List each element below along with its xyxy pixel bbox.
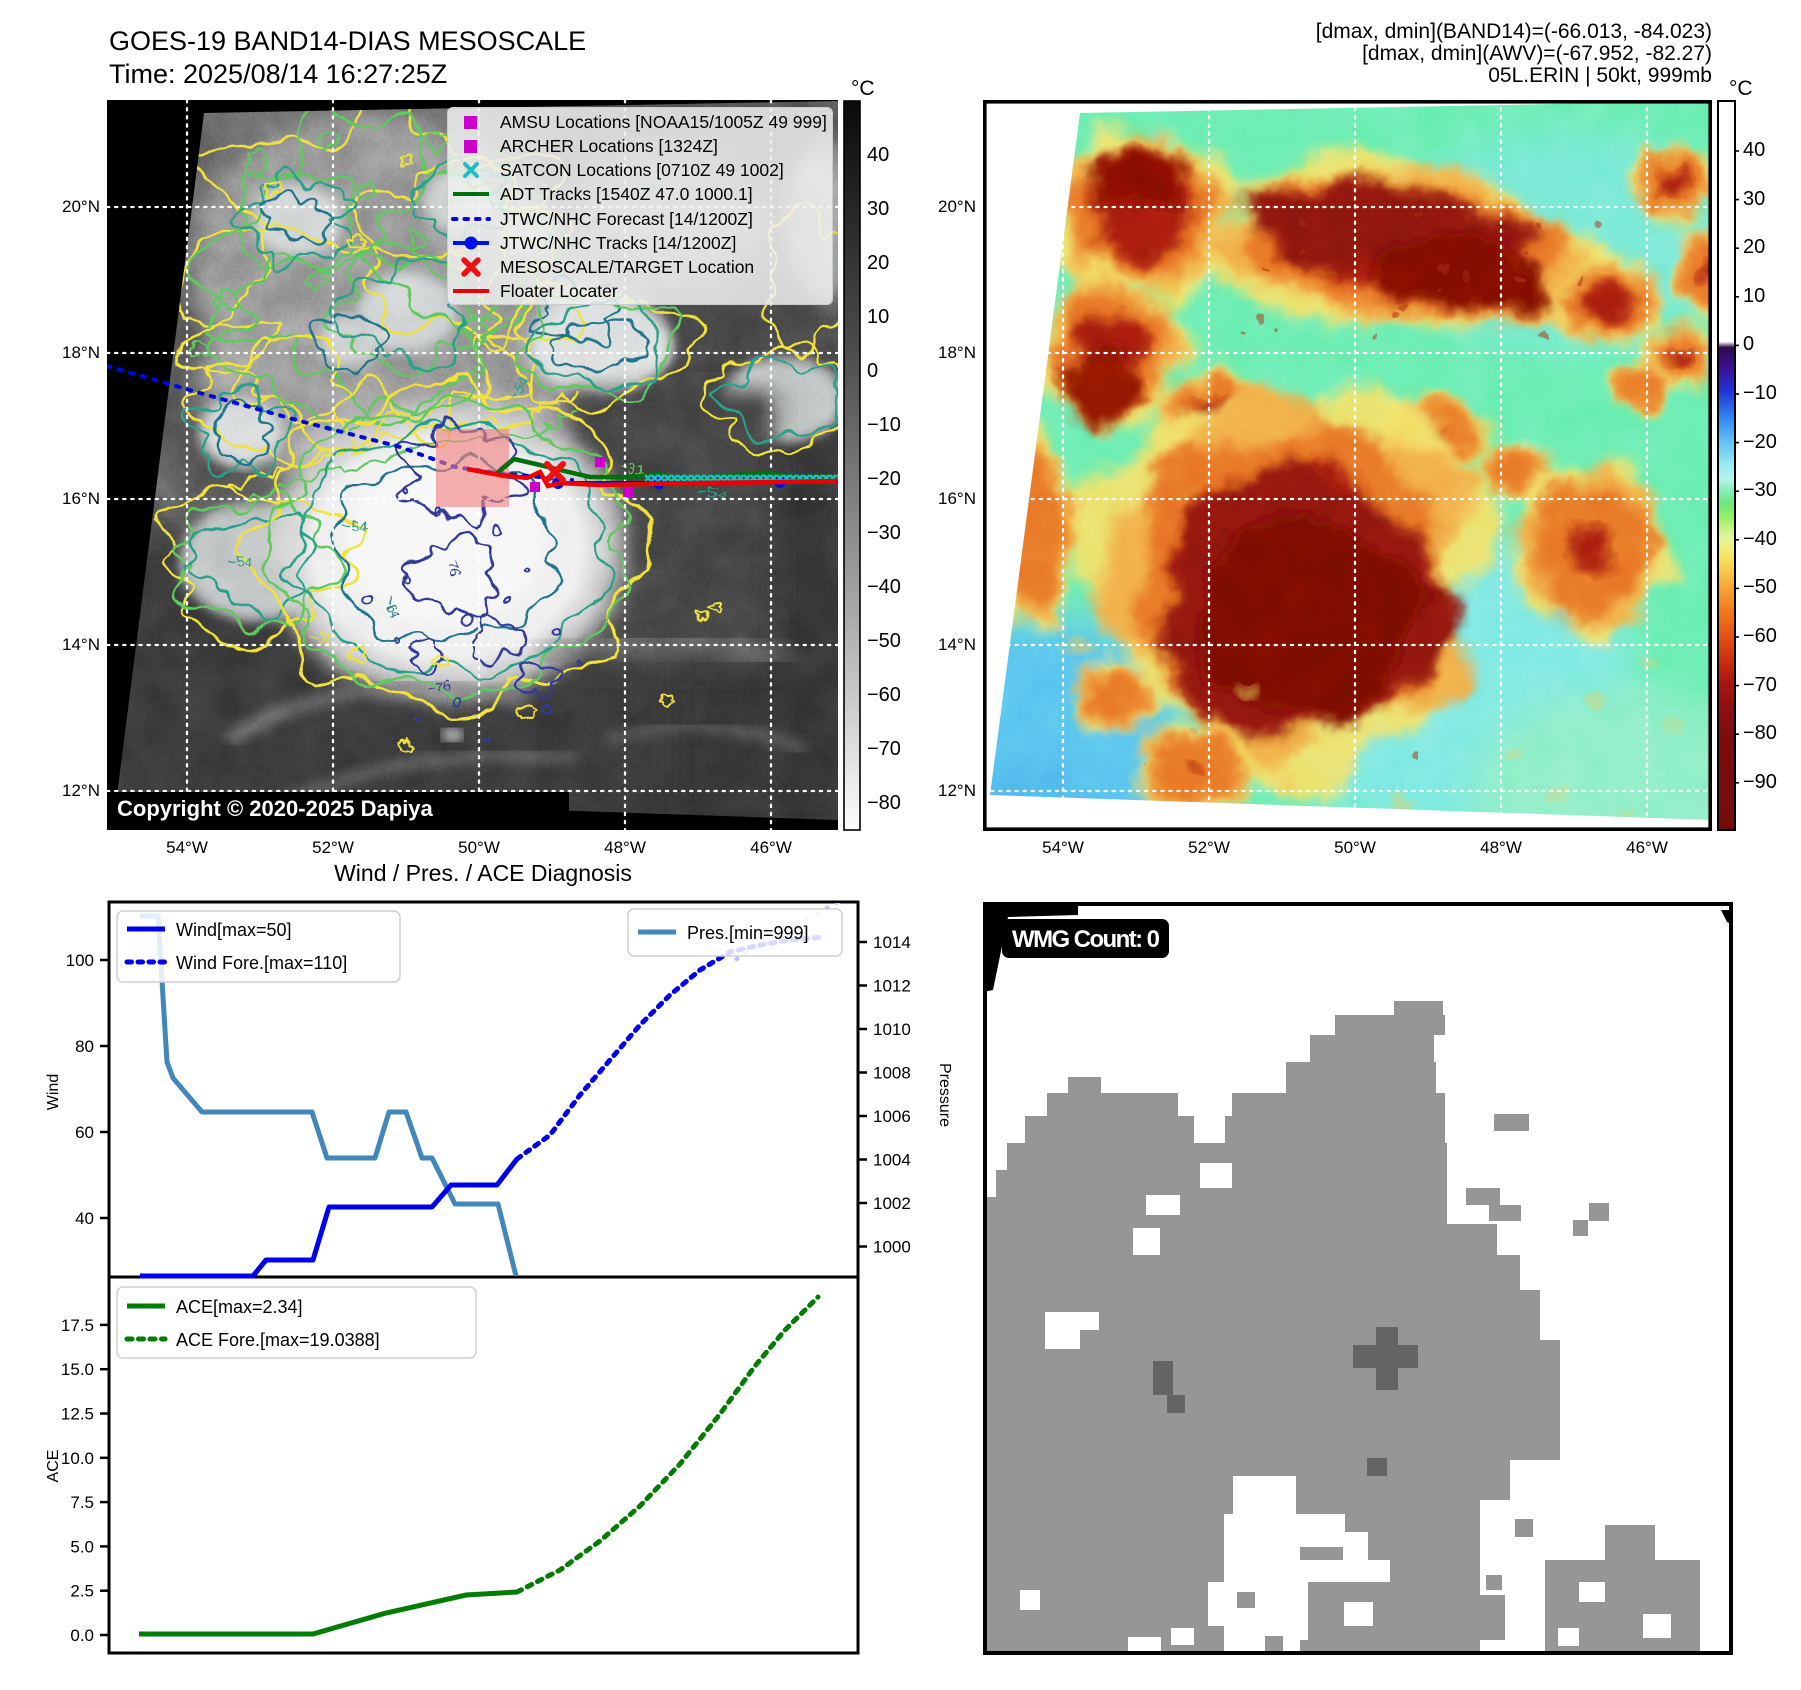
svg-text:60: 60 xyxy=(75,1123,94,1142)
svg-text:MESOSCALE/TARGET Location: MESOSCALE/TARGET Location xyxy=(500,257,754,277)
svg-text:17.5: 17.5 xyxy=(61,1316,94,1335)
svg-text:Wind: Wind xyxy=(45,1074,62,1110)
svg-text:ACE: ACE xyxy=(45,1450,62,1483)
svg-text:7.5: 7.5 xyxy=(70,1493,94,1512)
svg-text:ACE Fore.[max=19.0388]: ACE Fore.[max=19.0388] xyxy=(176,1330,380,1350)
svg-text:40: 40 xyxy=(75,1209,94,1228)
svg-text:1010: 1010 xyxy=(873,1020,911,1039)
svg-text:JTWC/NHC Forecast [14/1200Z]: JTWC/NHC Forecast [14/1200Z] xyxy=(500,209,753,229)
svg-text:−64: −64 xyxy=(381,594,402,622)
svg-text:100: 100 xyxy=(66,951,94,970)
svg-text:ACE[max=2.34]: ACE[max=2.34] xyxy=(176,1297,303,1317)
svg-text:WMG Count: 0: WMG Count: 0 xyxy=(1012,926,1160,953)
svg-text:76: 76 xyxy=(443,558,465,579)
svg-text:−76: −76 xyxy=(425,677,453,698)
svg-text:Pres.[min=999]: Pres.[min=999] xyxy=(687,923,809,943)
svg-text:Wind[max=50]: Wind[max=50] xyxy=(176,920,292,940)
svg-text:1004: 1004 xyxy=(873,1151,911,1170)
svg-text:−31: −31 xyxy=(306,627,334,648)
svg-text:0.0: 0.0 xyxy=(70,1626,94,1645)
svg-text:1002: 1002 xyxy=(873,1194,911,1213)
svg-text:10.0: 10.0 xyxy=(61,1449,94,1468)
svg-text:JTWC/NHC Tracks [14/1200Z]: JTWC/NHC Tracks [14/1200Z] xyxy=(500,233,736,253)
svg-text:1008: 1008 xyxy=(873,1064,911,1083)
svg-text:80: 80 xyxy=(75,1037,94,1056)
svg-text:Copyright © 2020-2025 Dapiya: Copyright © 2020-2025 Dapiya xyxy=(117,796,434,821)
svg-text:1000: 1000 xyxy=(873,1238,911,1257)
svg-text:−54: −54 xyxy=(227,553,254,572)
svg-text:SATCON Locations [0710Z 49 100: SATCON Locations [0710Z 49 1002] xyxy=(500,160,784,180)
svg-text:12.5: 12.5 xyxy=(61,1405,94,1424)
svg-text:1006: 1006 xyxy=(873,1107,911,1126)
svg-text:ARCHER Locations [1324Z]: ARCHER Locations [1324Z] xyxy=(500,136,718,156)
svg-text:ADT Tracks [1540Z 47.0 1000.1]: ADT Tracks [1540Z 47.0 1000.1] xyxy=(500,184,753,204)
svg-text:Wind Fore.[max=110]: Wind Fore.[max=110] xyxy=(176,953,347,973)
svg-text:−54: −54 xyxy=(341,515,369,535)
svg-text:2.5: 2.5 xyxy=(70,1582,94,1601)
svg-text:AMSU Locations [NOAA15/1005Z 4: AMSU Locations [NOAA15/1005Z 49 999] xyxy=(500,112,827,132)
svg-text:5.0: 5.0 xyxy=(70,1537,94,1556)
svg-text:Pressure: Pressure xyxy=(936,1063,953,1127)
svg-text:1014: 1014 xyxy=(873,933,911,952)
svg-text:15.0: 15.0 xyxy=(61,1360,94,1379)
svg-text:1012: 1012 xyxy=(873,977,911,996)
svg-text:Floater Locater: Floater Locater xyxy=(500,281,618,301)
